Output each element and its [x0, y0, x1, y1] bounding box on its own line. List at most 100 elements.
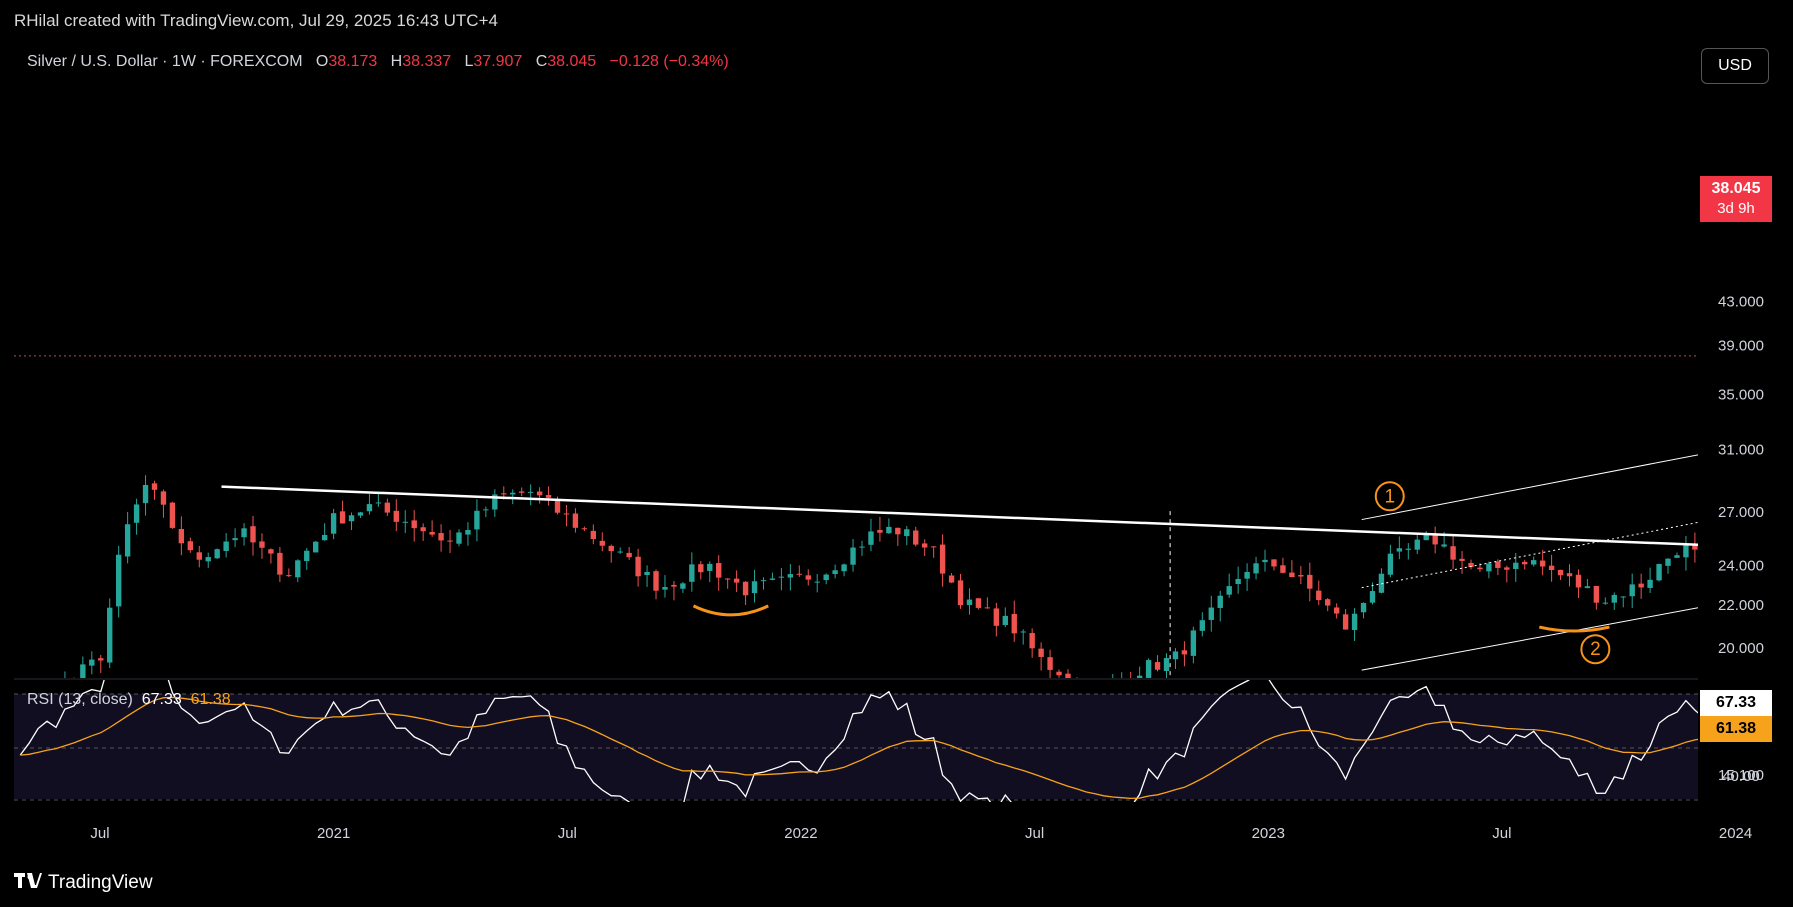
candle-body	[590, 530, 597, 540]
rsi-name[interactable]: RSI (13, close)	[27, 691, 133, 708]
y-tick-label: 35.000	[1718, 387, 1764, 404]
candle-body	[124, 524, 131, 557]
candle-body	[115, 554, 122, 607]
candle-body	[724, 578, 731, 580]
drawings-layer: 12345	[14, 355, 1698, 678]
candle-body	[635, 556, 641, 577]
candle-body	[1477, 567, 1483, 570]
candle-body	[1325, 599, 1331, 606]
candle-body	[966, 599, 973, 606]
candle-body	[1629, 584, 1635, 597]
candle-body	[939, 544, 946, 574]
candle-body	[1119, 682, 1124, 683]
candle-body	[1190, 630, 1197, 656]
candle-body	[778, 576, 785, 578]
brand-name: TradingView	[48, 872, 153, 893]
candle-body	[98, 658, 104, 661]
candle-body	[1575, 574, 1582, 588]
candle-body	[1360, 602, 1367, 613]
candle-body	[1154, 662, 1161, 670]
candle-body	[518, 491, 525, 493]
candle-body	[1316, 590, 1322, 601]
candle-body	[1011, 613, 1017, 634]
candle-body	[599, 540, 605, 546]
candle-body	[1056, 671, 1062, 676]
axes-layer: 43.000 39.000 35.000 31.000 27.000 24.000 22.0…	[90, 293, 1764, 842]
y-tick-label: 20.000	[1718, 640, 1764, 657]
candle-body	[895, 527, 901, 535]
candle-body	[823, 574, 829, 581]
rsi-ma-line	[20, 696, 1698, 800]
tradingview-logo-icon	[14, 871, 42, 895]
candle-body	[1414, 539, 1420, 550]
candle-body	[160, 491, 167, 505]
candle-body	[536, 491, 543, 496]
candle-body	[1468, 562, 1474, 568]
high-label: H	[390, 53, 403, 70]
candle-body	[214, 549, 220, 559]
candle-body	[1163, 658, 1170, 671]
candle-body	[1020, 631, 1026, 633]
candle-body	[295, 560, 301, 578]
candle-body	[384, 502, 391, 513]
symbol-label[interactable]: Silver / U.S. Dollar · 1W · FOREXCOM	[27, 53, 303, 70]
candle-body	[1396, 548, 1403, 552]
candle-body	[707, 563, 713, 571]
candle-body	[268, 549, 274, 554]
candle-body	[1172, 651, 1179, 660]
rsi-band	[14, 694, 1698, 799]
candle-body	[1566, 573, 1573, 577]
candle-body	[1486, 563, 1492, 572]
candle-body	[169, 502, 176, 528]
candle-body	[1450, 546, 1456, 560]
channel-upper	[1361, 454, 1698, 521]
candle-body	[993, 608, 1000, 626]
candle-body	[223, 541, 229, 552]
candle-body	[510, 492, 516, 495]
candle-body	[313, 541, 319, 553]
candle-body	[1208, 607, 1214, 620]
candle-body	[447, 540, 453, 542]
candle-body	[1378, 573, 1385, 593]
candle-body	[1217, 595, 1223, 608]
candle-body	[133, 504, 140, 523]
candle-body	[474, 510, 480, 530]
candle-body	[1530, 560, 1537, 565]
x-tick-label: Jul	[1492, 825, 1511, 842]
candle-body	[420, 527, 426, 532]
price-badge-countdown: 3d 9h	[1717, 200, 1755, 217]
currency-button[interactable]: USD	[1701, 48, 1769, 84]
candle-body	[975, 598, 982, 608]
candle-body	[1495, 561, 1501, 568]
candle-body	[671, 584, 677, 587]
candle-body	[1647, 579, 1653, 588]
candle-body	[859, 546, 865, 548]
candle-body	[357, 512, 364, 516]
candle-body	[608, 545, 614, 552]
candle-body	[330, 513, 337, 534]
creator-text: RHilal created with TradingView.com, Jul…	[14, 11, 498, 30]
candle-body	[527, 491, 534, 493]
brand-footer[interactable]: TradingView	[14, 871, 153, 895]
candle-body	[1513, 562, 1519, 569]
header-bar: RHilal created with TradingView.com, Jul…	[0, 0, 1793, 40]
rsi-legend: RSI (13, close) 67.33 61.38	[27, 691, 231, 709]
candle-body	[948, 575, 955, 583]
candle-body	[1782, 587, 1787, 600]
candle-body	[922, 543, 928, 548]
y-tick-label: 27.000	[1718, 504, 1764, 521]
candle-body	[304, 550, 310, 562]
candle-body	[1235, 578, 1241, 585]
candle-body	[814, 581, 820, 583]
candle-body	[277, 552, 283, 575]
change-value: −0.128 (−0.34%)	[609, 53, 729, 70]
candle-body	[205, 557, 211, 562]
candle-body	[1548, 565, 1555, 571]
y-tick-label: 39.000	[1718, 338, 1764, 355]
candle-body	[716, 563, 722, 578]
candle-body	[9, 718, 14, 729]
candle-body	[1683, 545, 1689, 558]
candle-body	[886, 526, 892, 534]
candle-body	[1226, 586, 1232, 595]
